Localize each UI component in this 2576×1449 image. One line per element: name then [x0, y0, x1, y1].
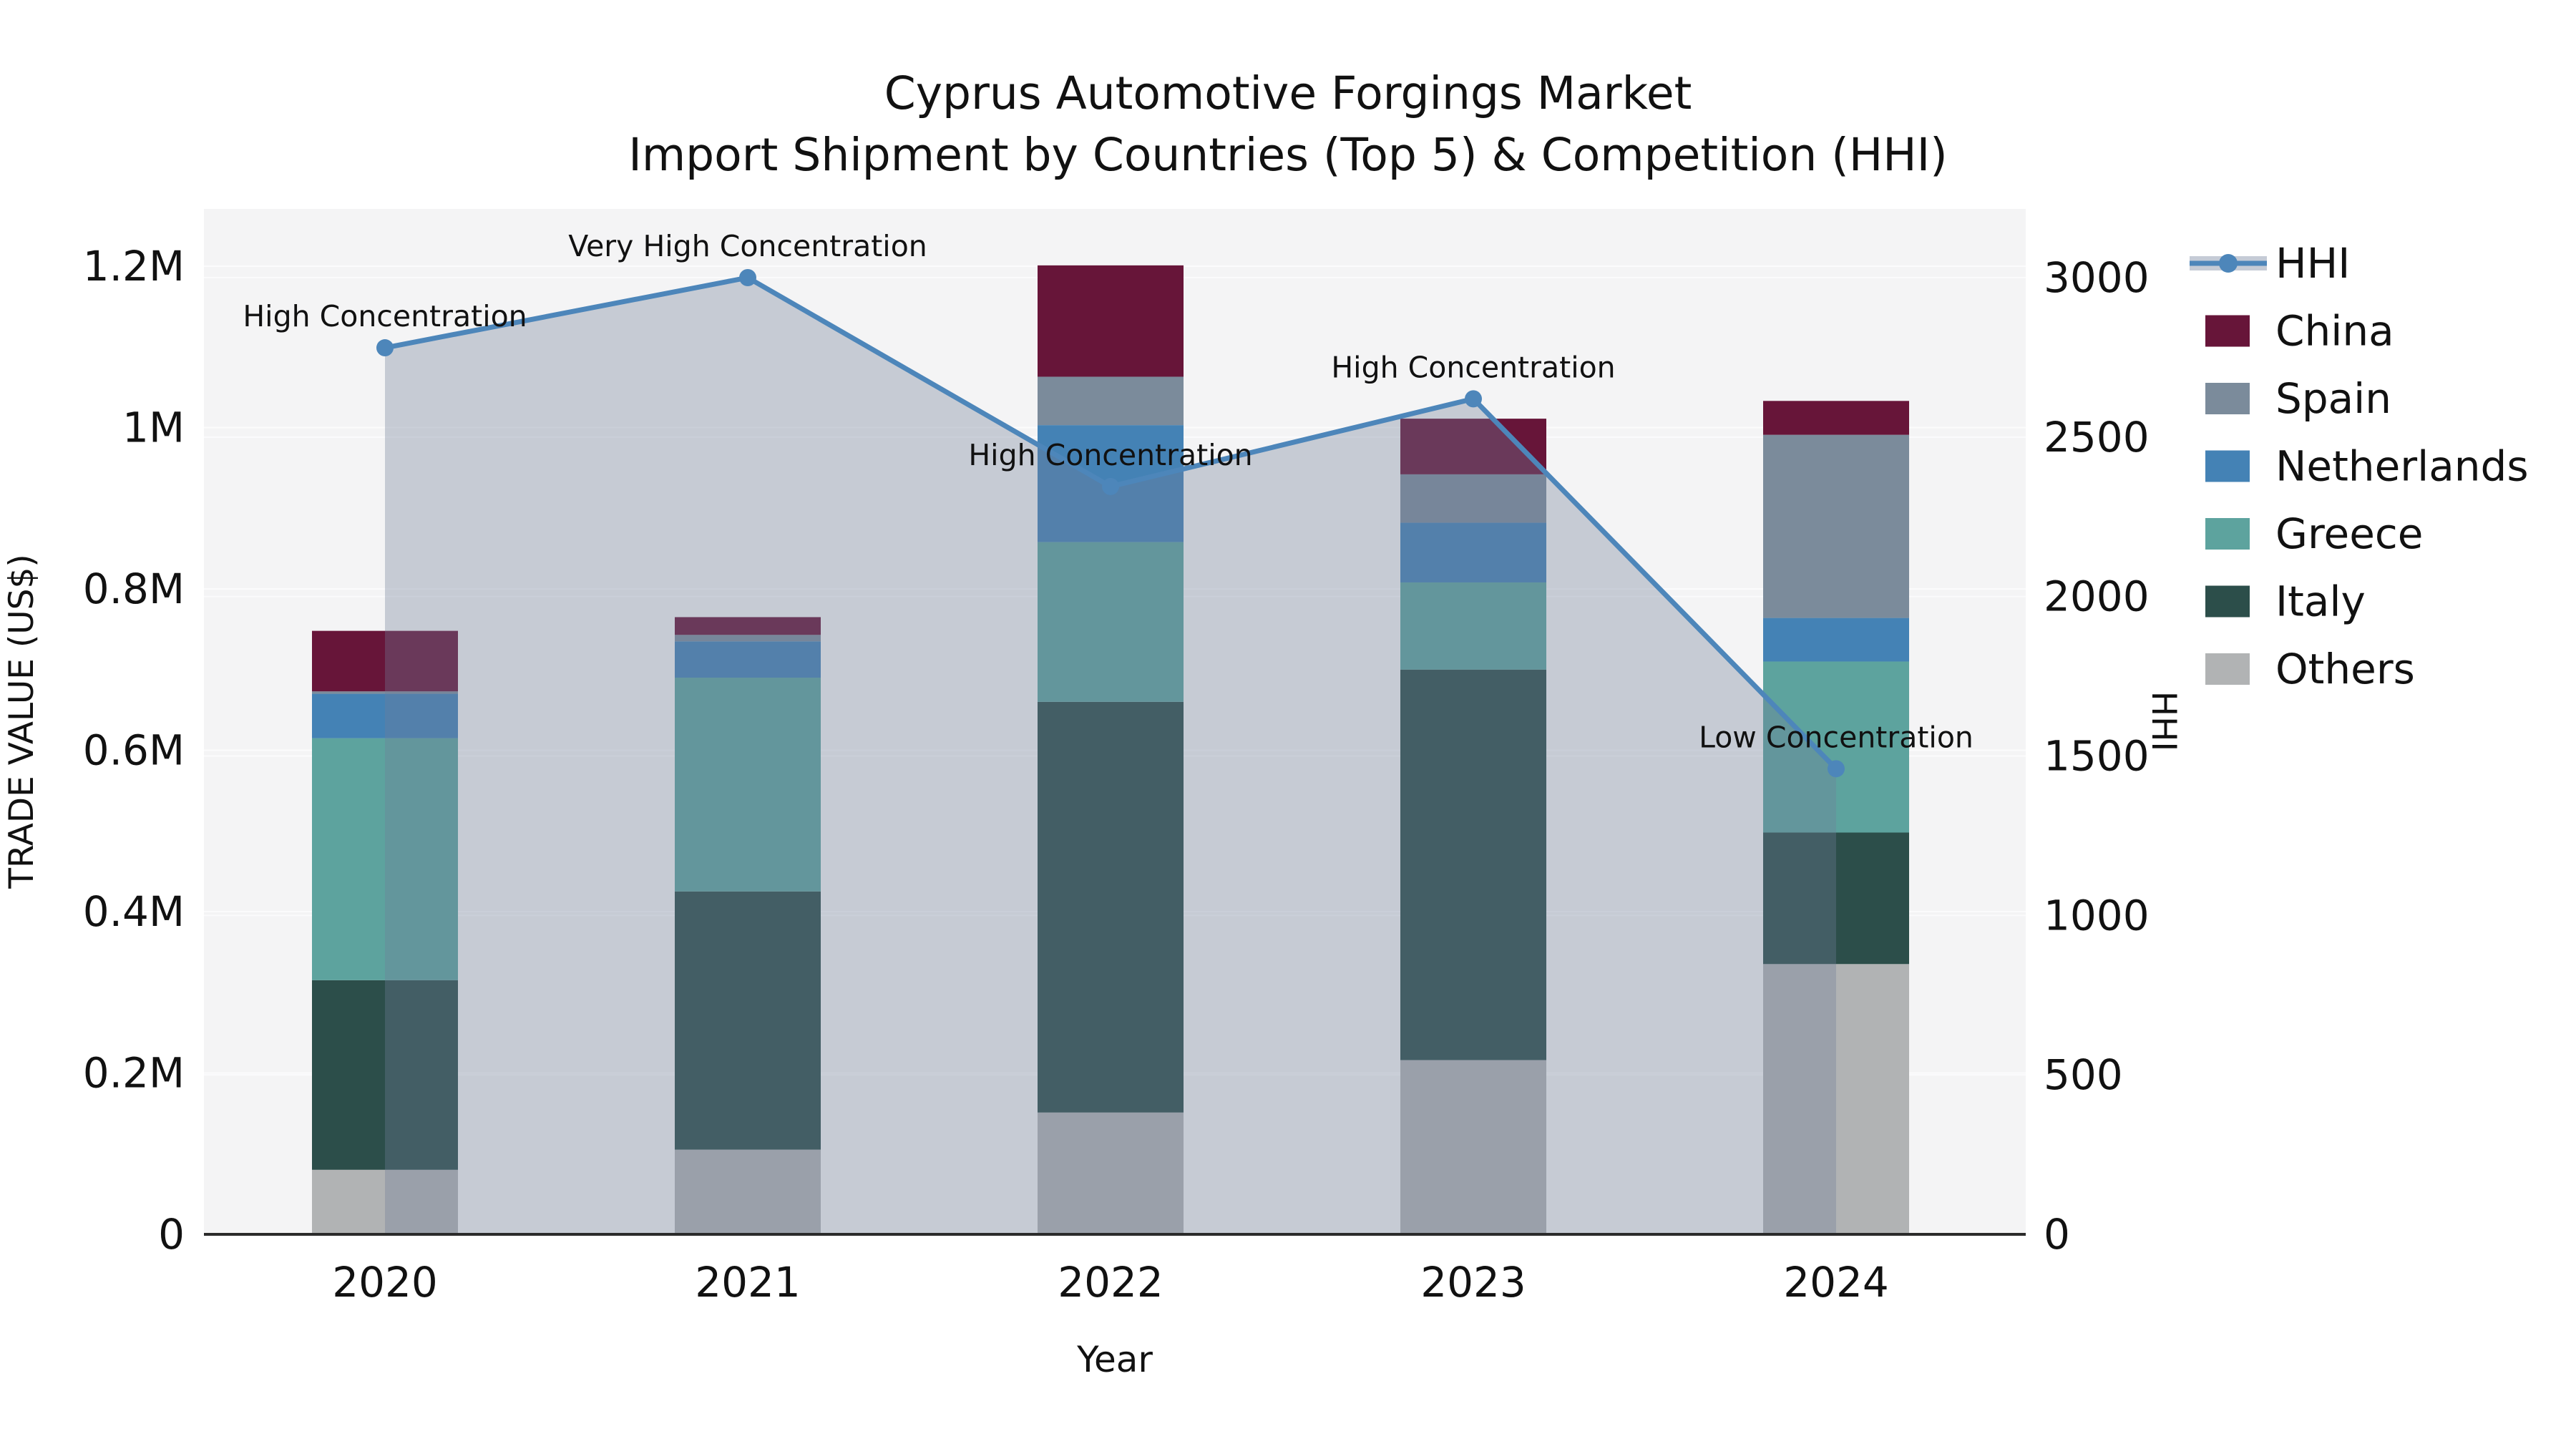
y-left-tick-0: 0 — [158, 1210, 185, 1259]
bar-groups — [312, 265, 1909, 1234]
chart-title-line2: Import Shipment by Countries (Top 5) & C… — [628, 129, 1948, 181]
bar-segment-netherlands-2024 — [1763, 618, 1909, 662]
bar-segment-spain-2024 — [1763, 434, 1909, 618]
y-left-tick-0.6M: 0.6M — [83, 726, 185, 775]
bar-segment-netherlands-2021 — [675, 641, 821, 678]
hhi-marker-2024 — [1828, 760, 1845, 778]
y-left-tick-1M: 1M — [122, 404, 185, 452]
annotation-2024: Low Concentration — [1699, 720, 1974, 754]
chart-title-line1: Cyprus Automotive Forgings Market — [884, 67, 1692, 119]
hhi-marker-2023 — [1465, 390, 1482, 408]
annotation-2023: High Concentration — [1331, 350, 1615, 384]
legend-item-hhi: HHI — [2190, 239, 2350, 288]
bar-segment-spain-2022 — [1038, 376, 1184, 426]
hhi-line-series — [376, 269, 1845, 778]
bar-segment-china-2024 — [1763, 401, 1909, 435]
legend-item-spain: Spain — [2205, 374, 2391, 423]
legend-label-netherlands: Netherlands — [2275, 442, 2529, 491]
legend-item-netherlands: Netherlands — [2205, 442, 2529, 491]
y-right-tick-2000: 2000 — [2044, 572, 2150, 621]
legend-hhi-marker-icon — [2219, 254, 2238, 273]
y-right-tick-1000: 1000 — [2044, 891, 2150, 940]
bar-segment-netherlands-2023 — [1400, 522, 1546, 582]
legend-item-greece: Greece — [2205, 509, 2423, 558]
legend-label-spain: Spain — [2275, 374, 2391, 423]
legend: HHI China Spain Netherlands Greece Italy Other… — [2190, 239, 2529, 693]
bar-segment-italy-2021 — [675, 891, 821, 1150]
bar-segment-greece-2024 — [1763, 661, 1909, 833]
legend-item-others: Others — [2205, 645, 2415, 693]
y-axis-label-right: HHI — [2144, 691, 2183, 752]
bar-segment-italy-2020 — [312, 980, 458, 1170]
x-tick-2024: 2024 — [1783, 1258, 1889, 1307]
x-tick-2022: 2022 — [1058, 1258, 1163, 1307]
annotation-2021: Very High Concentration — [568, 229, 927, 263]
bar-segment-spain-2023 — [1400, 474, 1546, 523]
bar-segment-greece-2021 — [675, 678, 821, 892]
x-tick-2023: 2023 — [1420, 1258, 1526, 1307]
bar-segment-italy-2023 — [1400, 669, 1546, 1060]
hhi-marker-2022 — [1102, 477, 1119, 495]
annotations: High Concentration Very High Concentratio… — [243, 229, 1974, 754]
bar-segment-italy-2024 — [1763, 832, 1909, 965]
y-left-tick-0.8M: 0.8M — [83, 565, 185, 613]
bar-segment-spain-2021 — [675, 635, 821, 642]
legend-swatch-netherlands — [2205, 450, 2250, 482]
bar-segment-others-2021 — [675, 1149, 821, 1234]
legend-item-italy: Italy — [2205, 577, 2366, 626]
legend-item-china: China — [2205, 307, 2394, 356]
y-right-tick-0: 0 — [2044, 1210, 2070, 1259]
axis-tick-labels: 0 0.2M 0.4M 0.6M 0.8M 1M 1.2M 0 500 1000 1500 2000 2… — [83, 242, 2150, 1307]
bar-segment-others-2024 — [1763, 964, 1909, 1234]
legend-swatch-italy — [2205, 585, 2250, 618]
y-left-tick-0.2M: 0.2M — [83, 1049, 185, 1098]
x-tick-2020: 2020 — [332, 1258, 438, 1307]
bar-segment-spain-2020 — [312, 691, 458, 694]
bar-segment-italy-2022 — [1038, 701, 1184, 1113]
y-right-tick-3000: 3000 — [2044, 253, 2150, 302]
bar-segment-greece-2020 — [312, 738, 458, 980]
bar-segment-china-2022 — [1038, 265, 1184, 377]
x-tick-2021: 2021 — [695, 1258, 801, 1307]
bar-segment-others-2020 — [312, 1169, 458, 1234]
legend-label-greece: Greece — [2275, 509, 2423, 558]
bar-segment-others-2022 — [1038, 1112, 1184, 1234]
legend-label-china: China — [2275, 307, 2394, 356]
legend-swatch-greece — [2205, 518, 2250, 550]
y-right-tick-2500: 2500 — [2044, 413, 2150, 462]
x-axis-label: Year — [1076, 1339, 1153, 1380]
annotation-2022: High Concentration — [968, 438, 1252, 472]
bar-segment-greece-2023 — [1400, 582, 1546, 670]
y-left-tick-1.2M: 1.2M — [83, 242, 185, 291]
legend-label-italy: Italy — [2275, 577, 2366, 626]
hhi-marker-2020 — [376, 339, 394, 357]
annotation-2020: High Concentration — [243, 299, 527, 333]
legend-swatch-others — [2205, 653, 2250, 685]
y-left-tick-0.4M: 0.4M — [83, 887, 185, 936]
bar-segment-china-2020 — [312, 630, 458, 692]
hhi-marker-2021 — [739, 269, 756, 286]
legend-swatch-spain — [2205, 383, 2250, 414]
hhi-area-polygon — [385, 278, 1836, 1234]
legend-label-others: Others — [2275, 645, 2415, 693]
hhi-area-fill — [385, 278, 1836, 1234]
legend-label-hhi: HHI — [2275, 239, 2350, 288]
y-right-tick-1500: 1500 — [2044, 732, 2150, 781]
y-axis-label-left: TRADE VALUE (US$) — [2, 554, 42, 889]
bar-segment-china-2021 — [675, 617, 821, 635]
bar-segment-netherlands-2020 — [312, 693, 458, 738]
bar-segment-others-2023 — [1400, 1060, 1546, 1234]
legend-swatch-china — [2205, 315, 2250, 347]
bar-segment-greece-2022 — [1038, 542, 1184, 702]
y-right-tick-500: 500 — [2044, 1050, 2123, 1099]
